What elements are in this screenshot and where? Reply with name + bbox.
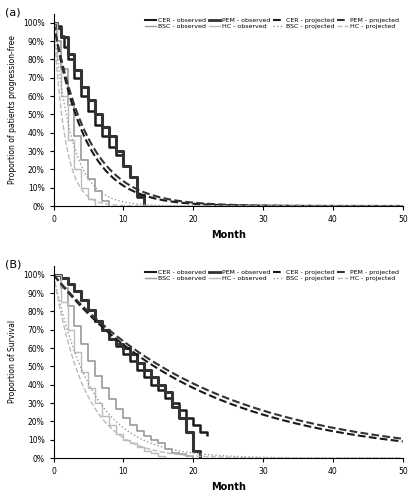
Y-axis label: Proportion of patients progression-free: Proportion of patients progression-free xyxy=(8,36,17,184)
Text: (B): (B) xyxy=(5,260,21,270)
Y-axis label: Proportion of Survival: Proportion of Survival xyxy=(8,320,17,404)
Legend: CER - observed, BSC - observed, PEM - observed, HC - observed, CER - projected, : CER - observed, BSC - observed, PEM - ob… xyxy=(144,269,400,282)
Text: (a): (a) xyxy=(5,8,20,18)
X-axis label: Month: Month xyxy=(211,482,245,492)
X-axis label: Month: Month xyxy=(211,230,245,239)
Legend: CER - observed, BSC - observed, PEM - observed, HC - observed, CER - projected, : CER - observed, BSC - observed, PEM - ob… xyxy=(144,16,400,30)
